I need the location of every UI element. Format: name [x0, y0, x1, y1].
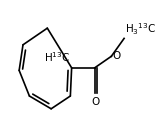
Text: H$^{13}$C: H$^{13}$C: [44, 50, 70, 64]
Text: H$_3$$^{13}$C: H$_3$$^{13}$C: [125, 22, 157, 37]
Text: O: O: [113, 51, 121, 61]
Text: O: O: [91, 97, 99, 107]
